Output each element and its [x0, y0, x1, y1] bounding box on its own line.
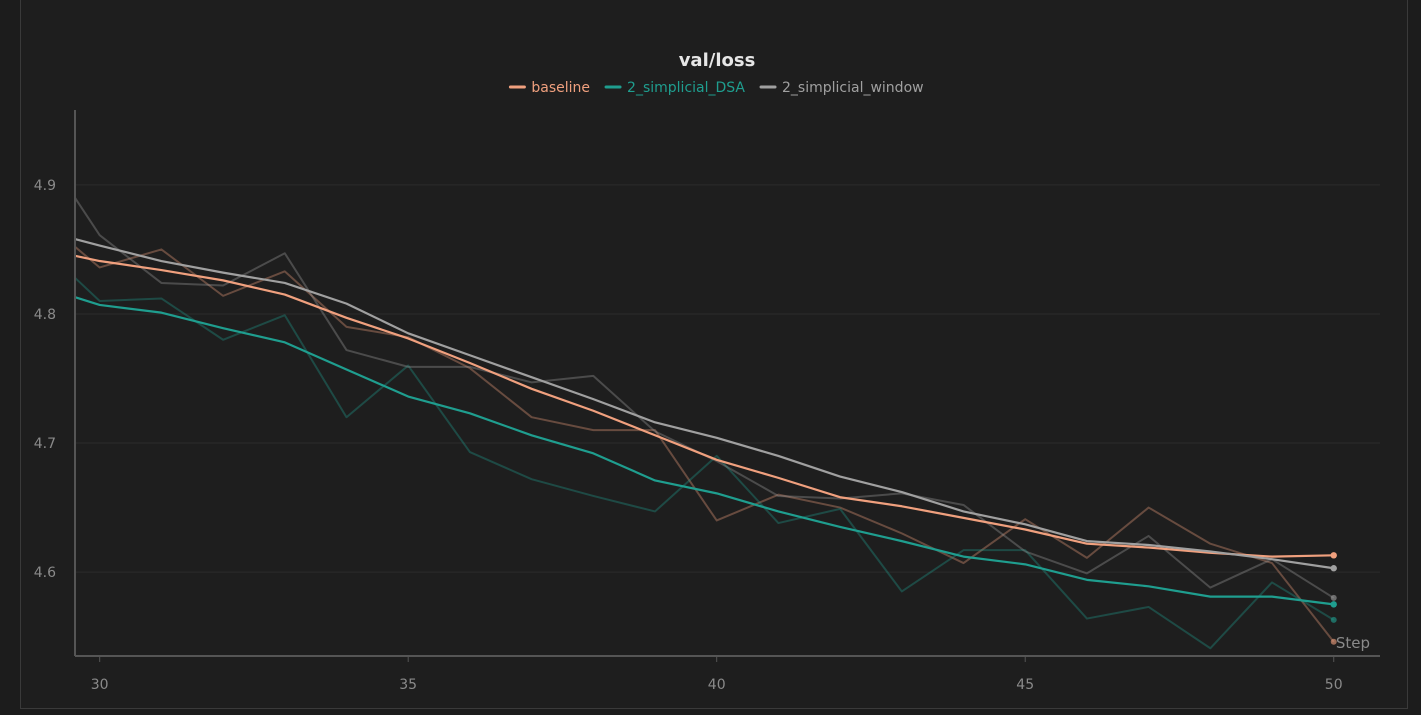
- grid: [75, 184, 1380, 573]
- chart-title: val/loss: [679, 50, 756, 71]
- end-point-raw-2-simplicial-dsa[interactable]: [1330, 616, 1337, 623]
- end-point-group: [1330, 552, 1337, 645]
- end-point-raw-baseline[interactable]: [1330, 638, 1337, 645]
- tick-labels: 4.6 4.7 4.8 4.9 30 35 40 45 50: [34, 178, 1343, 693]
- x-tick-label: 50: [1325, 677, 1343, 693]
- legend-item-2-simplicial-dsa[interactable]: 2_simplicial_DSA: [604, 80, 745, 96]
- legend-item-baseline[interactable]: baseline: [508, 80, 590, 96]
- x-axis-label: Step: [1336, 634, 1370, 652]
- legend-label: 2_simplicial_window: [782, 80, 924, 96]
- x-tick-label: 35: [399, 677, 417, 693]
- series-line-2-simplicial-dsa[interactable]: [74, 296, 1334, 606]
- y-tick-label: 4.8: [34, 307, 56, 323]
- legend-label: baseline: [531, 80, 590, 96]
- y-tick-label: 4.6: [34, 565, 56, 581]
- series-raw-baseline: [74, 246, 1335, 643]
- raw-series-group: [74, 197, 1335, 650]
- x-tick-label: 40: [708, 677, 726, 693]
- end-point-baseline[interactable]: [1330, 552, 1337, 559]
- series-raw-2-simplicial-window: [74, 197, 1335, 599]
- y-tick-label: 4.9: [34, 178, 56, 194]
- end-point-2-simplicial-dsa[interactable]: [1330, 601, 1337, 608]
- legend-label: 2_simplicial_DSA: [627, 80, 745, 96]
- end-point-raw-2-simplicial-window[interactable]: [1330, 594, 1337, 601]
- end-point-2-simplicial-window[interactable]: [1330, 565, 1337, 572]
- legend-item-2-simplicial-window[interactable]: 2_simplicial_window: [759, 80, 924, 96]
- series-line-2-simplicial-window[interactable]: [74, 238, 1334, 570]
- series-raw-2-simplicial-dsa: [74, 277, 1335, 650]
- y-tick-label: 4.7: [34, 436, 56, 452]
- axes: [74, 110, 1380, 662]
- smoothed-series-group: [74, 238, 1334, 606]
- x-tick-label: 45: [1016, 677, 1034, 693]
- x-tick-label: 30: [91, 677, 109, 693]
- series-line-baseline[interactable]: [74, 254, 1334, 558]
- legend: baseline 2_simplicial_DSA 2_simplicial_win…: [508, 80, 924, 96]
